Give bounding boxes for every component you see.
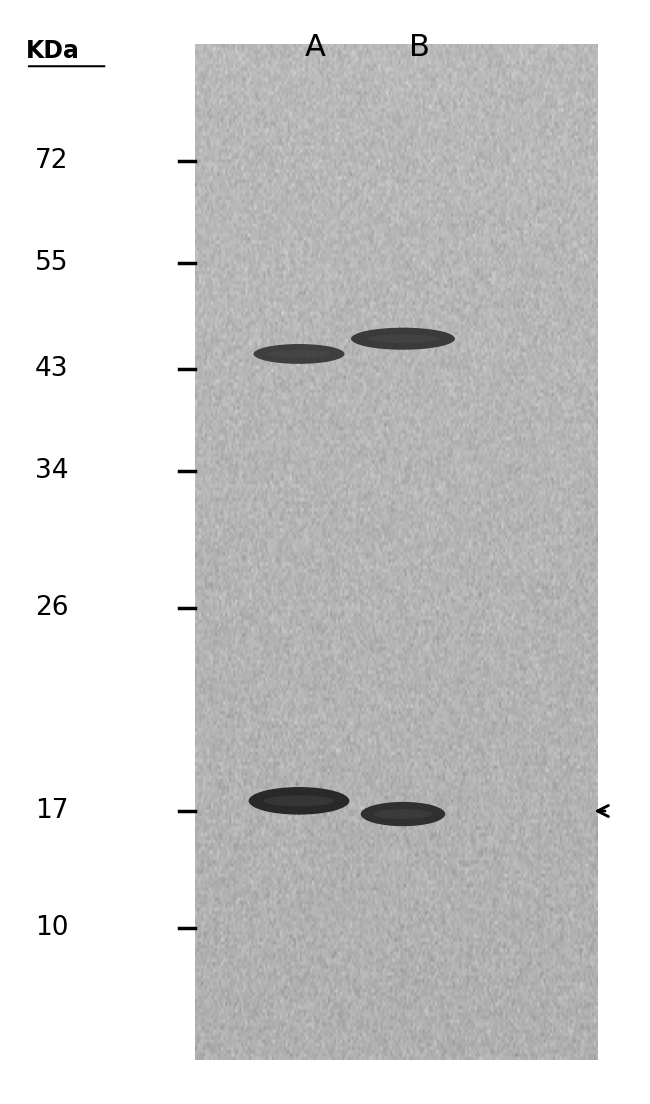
Ellipse shape (373, 809, 433, 819)
Text: A: A (305, 33, 326, 62)
Ellipse shape (351, 328, 455, 350)
Ellipse shape (361, 802, 445, 826)
Text: KDa: KDa (26, 39, 80, 63)
Text: 43: 43 (34, 357, 68, 382)
Text: 17: 17 (34, 798, 68, 824)
Text: 26: 26 (34, 595, 68, 620)
Text: 72: 72 (34, 148, 68, 174)
Ellipse shape (267, 350, 331, 358)
Ellipse shape (264, 795, 334, 806)
Bar (195, 44, 598, 1060)
Text: 34: 34 (34, 458, 68, 484)
Ellipse shape (367, 335, 439, 343)
Ellipse shape (254, 344, 344, 364)
Text: 10: 10 (34, 915, 68, 941)
Text: B: B (409, 33, 430, 62)
Ellipse shape (248, 787, 350, 815)
Text: 55: 55 (34, 250, 68, 276)
